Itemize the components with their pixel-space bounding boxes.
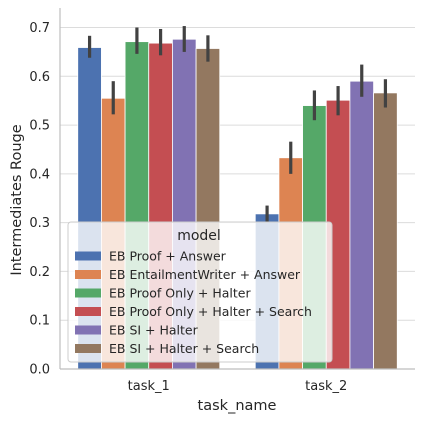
legend-swatch (75, 344, 101, 353)
x-axis-label: task_name (198, 398, 277, 414)
x-tick-label: task_2 (305, 379, 347, 394)
legend-title: model (177, 228, 221, 244)
bar (349, 80, 374, 370)
legend-label: EB EntailmentWriter + Answer (109, 267, 301, 282)
legend-label: EB Proof + Answer (109, 249, 227, 264)
y-tick-label: 0.3 (29, 216, 50, 231)
error-bars (87, 26, 388, 222)
legend-swatch (75, 288, 101, 298)
y-tick-label: 0.1 (29, 314, 50, 329)
y-tick-label: 0.2 (29, 265, 50, 280)
legend-swatch (75, 270, 101, 279)
y-tick-label: 0.0 (29, 363, 50, 378)
y-tick-label: 0.4 (29, 167, 50, 182)
y-axis-label: Intermediates Rouge (9, 124, 25, 275)
bar (373, 92, 398, 370)
y-tick-label: 0.6 (29, 70, 50, 85)
y-tick-label: 0.7 (29, 21, 50, 36)
x-tick-labels: task_1 task_2 (128, 379, 348, 394)
legend-label: EB Proof Only + Halter + Search (109, 304, 312, 319)
legend-box (67, 221, 333, 363)
legend-swatch (75, 325, 101, 335)
legend-label: EB SI + Halter (109, 323, 199, 338)
legend-swatch (75, 251, 101, 261)
legend-swatch (75, 307, 101, 316)
y-tick-label: 0.5 (29, 119, 50, 134)
legend-label: EB SI + Halter + Search (109, 341, 259, 356)
legend: model EB Proof + Answer EB EntailmentWrit… (67, 221, 333, 363)
legend-label: EB Proof Only + Halter (109, 286, 251, 301)
x-tick-label: task_1 (128, 379, 170, 394)
y-tick-labels: 0.0 0.1 0.2 0.3 0.4 0.5 0.6 0.7 (29, 21, 50, 377)
